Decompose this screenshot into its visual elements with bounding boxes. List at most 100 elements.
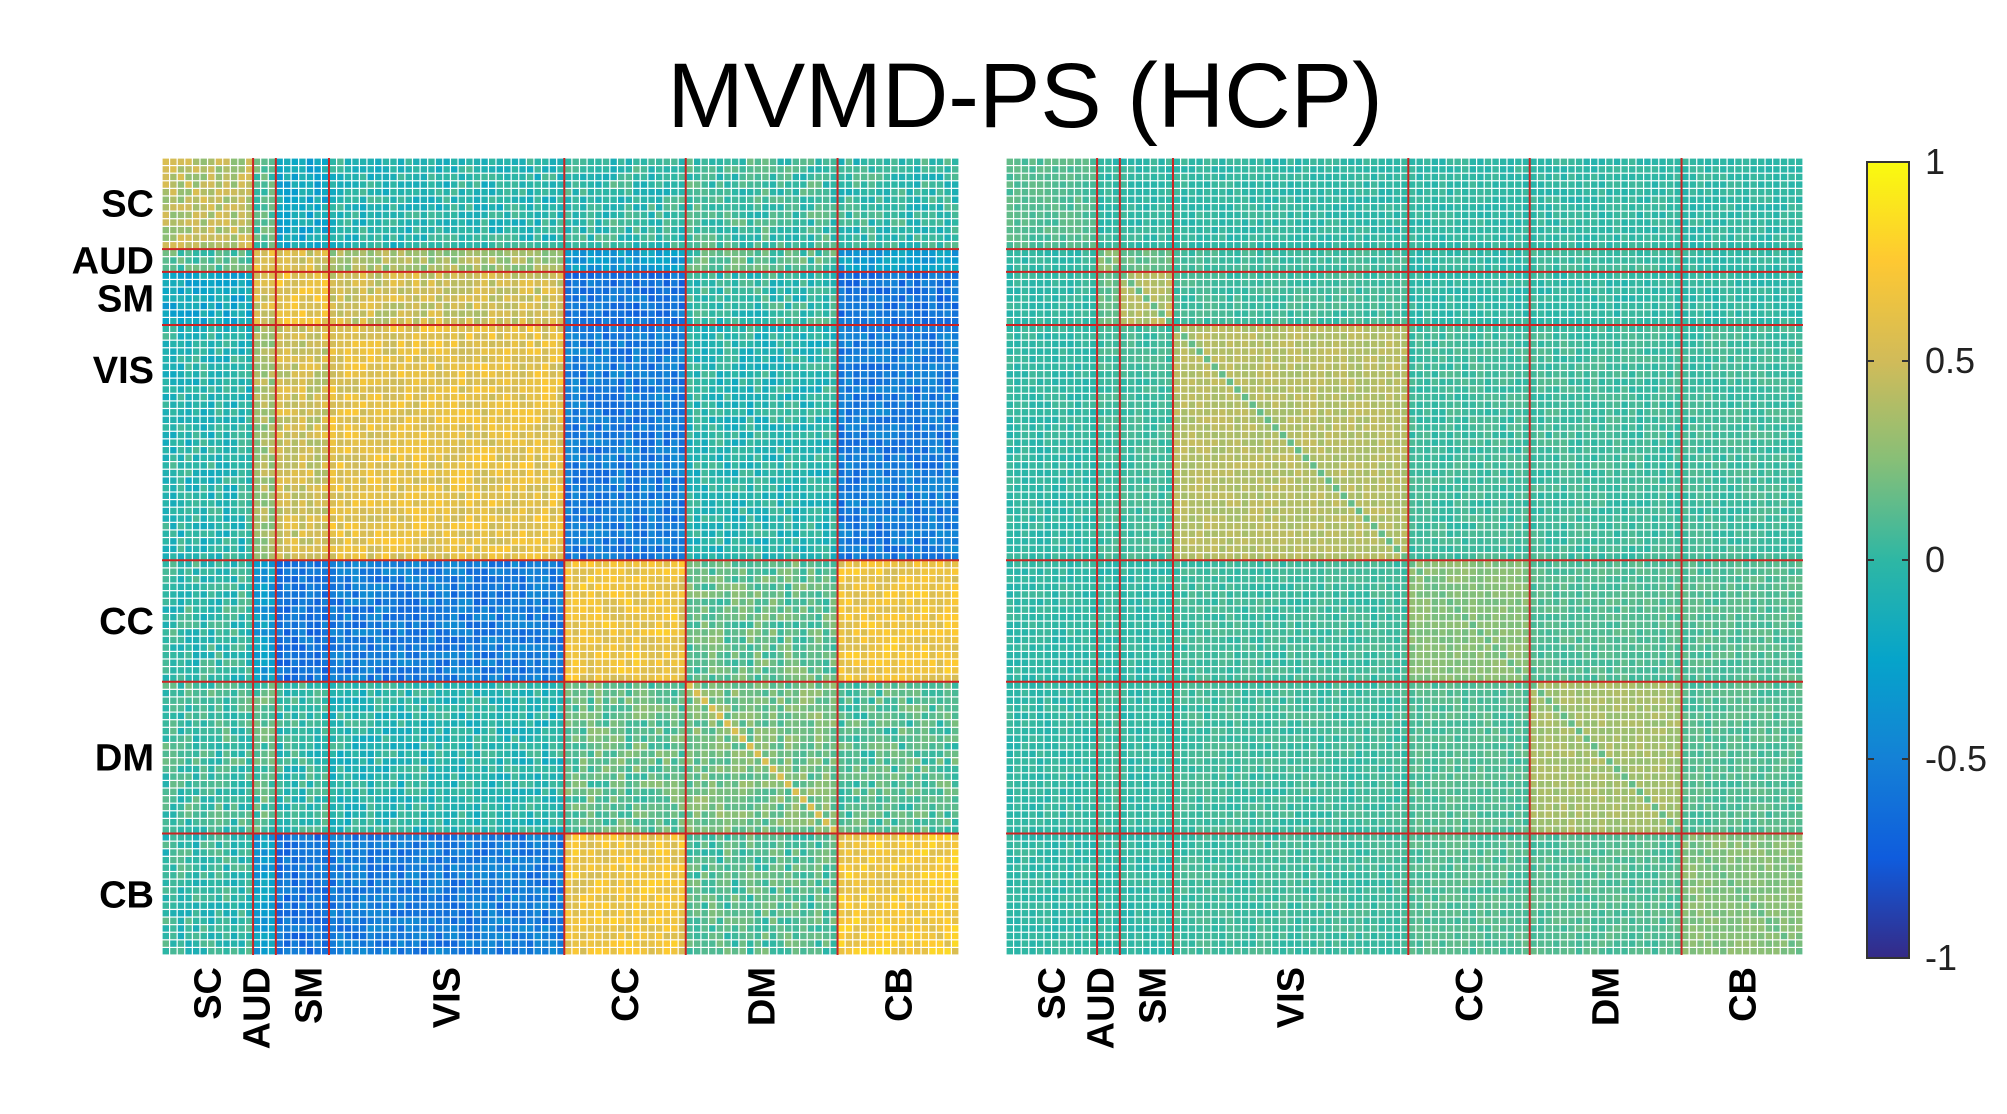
heatmap-cell <box>610 492 617 499</box>
heatmap-cell <box>914 492 921 499</box>
heatmap-cell <box>435 431 443 439</box>
heatmap-cell <box>777 340 784 348</box>
heatmap-cell <box>633 507 640 515</box>
heatmap-cell <box>223 492 230 499</box>
heatmap-cell <box>914 196 921 203</box>
heatmap-cell <box>367 416 374 424</box>
heatmap-cell <box>557 302 564 310</box>
heatmap-cell <box>466 249 473 257</box>
heatmap-cell <box>777 409 784 416</box>
heatmap-cell <box>542 462 549 469</box>
heatmap-cell <box>488 211 496 219</box>
heatmap-cell <box>891 462 898 469</box>
heatmap-cell <box>253 318 261 325</box>
heatmap-cell <box>587 348 595 355</box>
heatmap-cell <box>519 219 526 226</box>
heatmap-cell <box>792 264 799 272</box>
heatmap-cell <box>390 226 397 234</box>
heatmap-cell <box>709 333 716 340</box>
heatmap-cell <box>268 333 276 340</box>
heatmap-cell <box>914 386 921 393</box>
heatmap-cell <box>185 409 192 416</box>
heatmap-cell <box>868 318 875 325</box>
heatmap-cell <box>451 447 458 454</box>
heatmap-cell <box>640 325 648 332</box>
heatmap-cell <box>276 386 283 393</box>
heatmap-cell <box>314 257 321 264</box>
heatmap-cell <box>952 280 959 287</box>
heatmap-cell <box>936 477 944 484</box>
heatmap-cell <box>397 272 405 279</box>
heatmap-cell <box>375 477 382 484</box>
heatmap-cell <box>534 242 541 249</box>
heatmap-cell <box>435 280 443 287</box>
heatmap-cell <box>754 310 762 317</box>
heatmap-cell <box>929 158 936 165</box>
heatmap-cell <box>557 325 564 332</box>
heatmap-cell <box>306 378 314 386</box>
heatmap-cell <box>519 173 526 181</box>
heatmap-cell <box>542 416 549 424</box>
heatmap-cell <box>822 333 830 340</box>
heatmap-cell <box>602 386 610 393</box>
heatmap-cell <box>625 295 633 302</box>
heatmap-cell <box>906 340 913 348</box>
heatmap-cell <box>580 431 587 439</box>
heatmap-cell <box>769 287 777 295</box>
heatmap-cell <box>526 219 534 226</box>
heatmap-cell <box>914 287 921 295</box>
heatmap-cell <box>739 295 746 302</box>
heatmap-cell <box>853 424 860 431</box>
heatmap-cell <box>534 371 541 378</box>
heatmap-cell <box>853 363 860 370</box>
heatmap-cell <box>792 416 799 424</box>
heatmap-cell <box>701 492 708 499</box>
heatmap-cell <box>587 242 595 249</box>
heatmap-cell <box>223 280 230 287</box>
heatmap-cell <box>572 333 579 340</box>
heatmap-cell <box>686 166 693 173</box>
heatmap-cell <box>200 447 207 454</box>
heatmap-cell <box>876 439 883 446</box>
heatmap-cell <box>337 310 344 317</box>
heatmap-cell <box>390 280 397 287</box>
heatmap-cell <box>678 226 686 234</box>
heatmap-cell <box>291 287 299 295</box>
heatmap-cell <box>876 371 883 378</box>
heatmap-cell <box>344 507 352 515</box>
heatmap-cell <box>640 477 648 484</box>
heatmap-cell <box>929 500 936 507</box>
heatmap-cell <box>413 158 420 165</box>
heatmap-cell <box>876 507 883 515</box>
heatmap-cell <box>785 355 792 363</box>
heatmap-cell <box>762 393 769 401</box>
heatmap-cell <box>314 325 321 332</box>
heatmap-cell <box>192 219 200 226</box>
heatmap-cell <box>663 257 670 264</box>
heatmap-cell <box>830 204 837 211</box>
heatmap-cell <box>936 325 944 332</box>
heatmap-cell <box>435 181 443 188</box>
heatmap-cell <box>640 166 648 173</box>
heatmap-cell <box>542 264 549 272</box>
heatmap-cell <box>534 257 541 264</box>
heatmap-cell <box>762 264 769 272</box>
heatmap-cell <box>876 181 883 188</box>
heatmap-cell <box>200 515 207 522</box>
heatmap-cell <box>230 447 238 454</box>
heatmap-cell <box>405 257 412 264</box>
heatmap-cell <box>731 166 739 173</box>
heatmap-cell <box>618 325 625 332</box>
heatmap-cell <box>359 401 367 408</box>
heatmap-cell <box>352 409 359 416</box>
heatmap-cell <box>473 469 481 477</box>
heatmap-cell <box>443 166 450 173</box>
heatmap-cell <box>405 249 412 257</box>
heatmap-cell <box>526 249 534 257</box>
heatmap-cell <box>542 393 549 401</box>
heatmap-cell <box>663 507 670 515</box>
heatmap-cell <box>648 287 655 295</box>
heatmap-cell <box>420 295 428 302</box>
heatmap-cell <box>860 409 868 416</box>
heatmap-cell <box>762 431 769 439</box>
